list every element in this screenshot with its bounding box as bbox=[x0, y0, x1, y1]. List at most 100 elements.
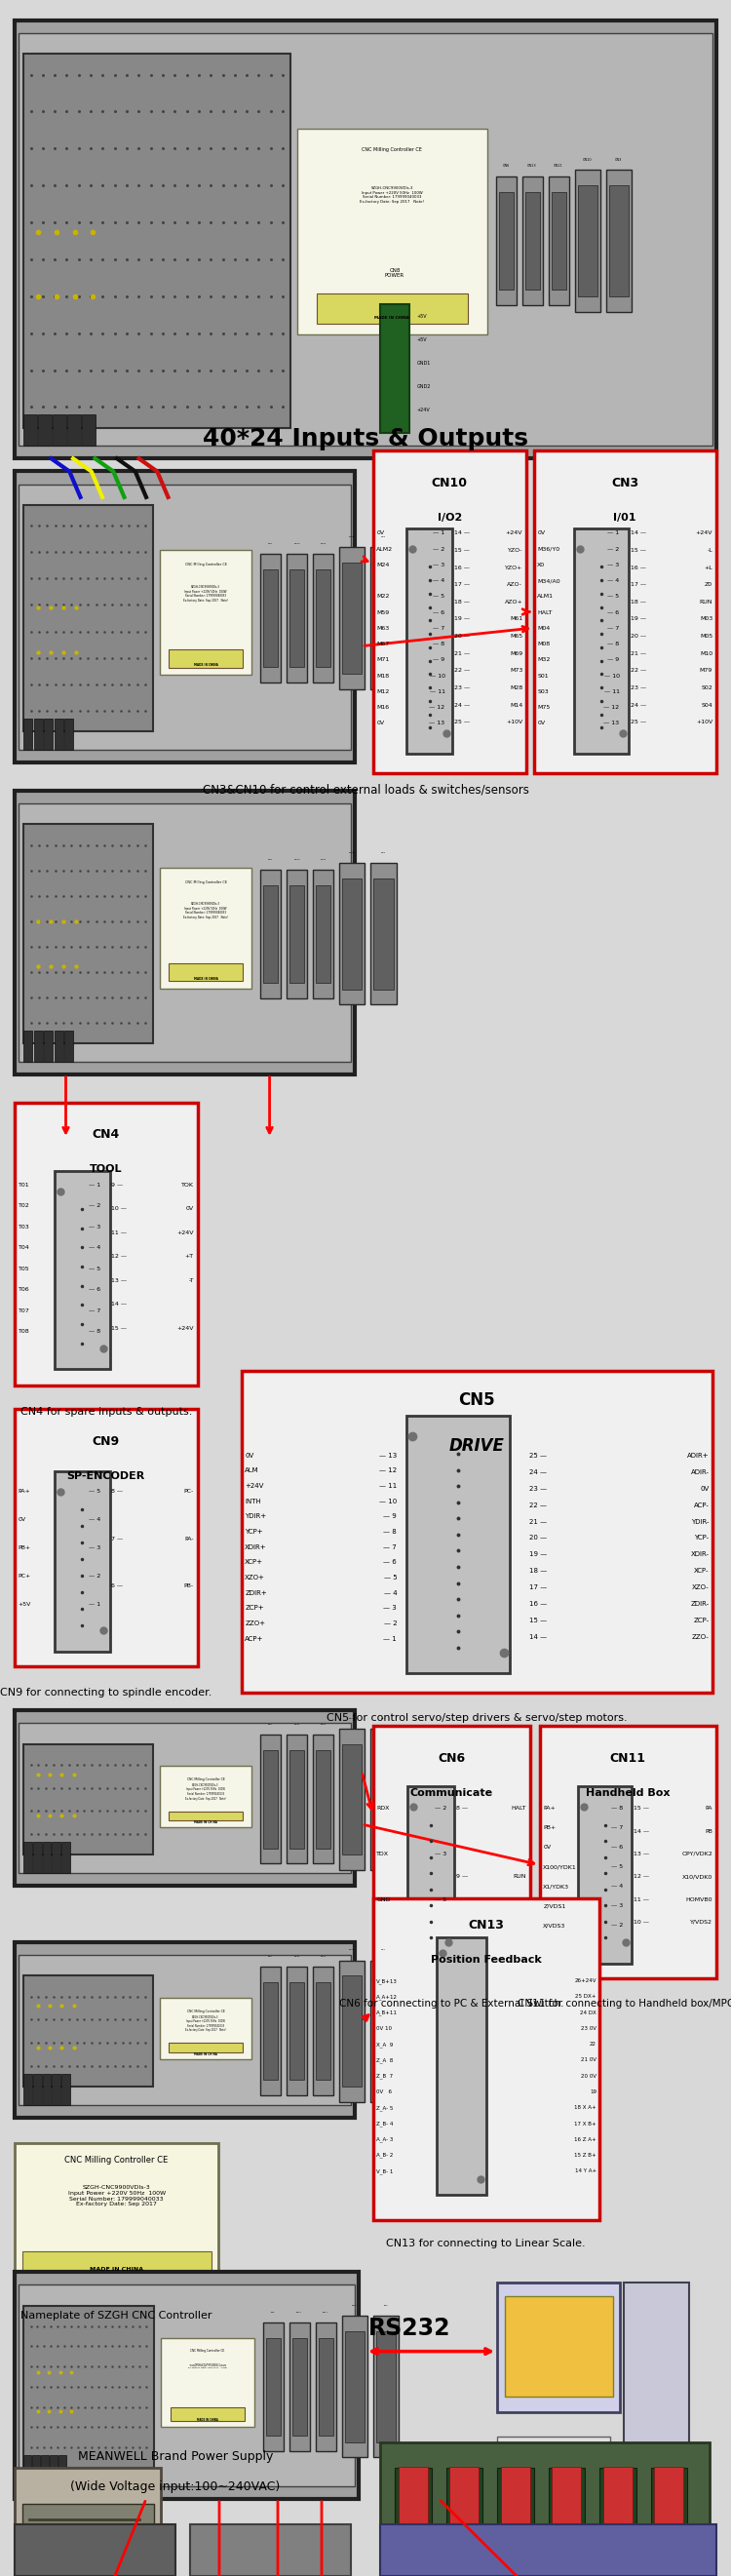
Text: 25 —: 25 — bbox=[454, 719, 470, 724]
Text: 16 Z A+: 16 Z A+ bbox=[575, 2138, 596, 2141]
Text: 10 —: 10 — bbox=[633, 1919, 649, 1924]
Text: 14 —: 14 — bbox=[454, 531, 470, 536]
Text: 21 —: 21 — bbox=[529, 1520, 547, 1525]
FancyBboxPatch shape bbox=[22, 2504, 154, 2540]
Text: M18: M18 bbox=[376, 672, 389, 677]
Text: ZZO+: ZZO+ bbox=[245, 1620, 265, 1625]
Text: 14 —: 14 — bbox=[111, 1301, 127, 1306]
FancyBboxPatch shape bbox=[262, 2329, 279, 2414]
Text: ADIR-: ADIR- bbox=[691, 1468, 709, 1476]
FancyBboxPatch shape bbox=[54, 719, 64, 750]
Text: — 9: — 9 bbox=[384, 1515, 397, 1520]
FancyBboxPatch shape bbox=[313, 871, 333, 999]
FancyBboxPatch shape bbox=[263, 1984, 278, 2081]
Text: T03: T03 bbox=[18, 1224, 30, 1229]
Text: TDX: TDX bbox=[376, 1852, 389, 1857]
Text: RUN: RUN bbox=[700, 600, 713, 605]
FancyBboxPatch shape bbox=[313, 1968, 333, 2097]
Text: PB: PB bbox=[705, 1829, 713, 1834]
Text: INTH: INTH bbox=[245, 1499, 261, 1504]
Text: CN13: CN13 bbox=[468, 1919, 504, 1932]
FancyBboxPatch shape bbox=[501, 2468, 530, 2537]
FancyBboxPatch shape bbox=[160, 551, 251, 675]
Text: XCP-: XCP- bbox=[694, 1569, 709, 1574]
Text: M04: M04 bbox=[537, 626, 550, 631]
FancyBboxPatch shape bbox=[67, 415, 80, 446]
Text: X0: X0 bbox=[537, 562, 545, 567]
Text: — 7: — 7 bbox=[433, 626, 445, 631]
Text: PA-: PA- bbox=[184, 1535, 194, 1540]
FancyBboxPatch shape bbox=[15, 2468, 161, 2571]
Text: 14 Y A+: 14 Y A+ bbox=[575, 2169, 596, 2174]
Text: 21 —: 21 — bbox=[630, 652, 646, 657]
Text: CN11: CN11 bbox=[554, 165, 563, 167]
FancyBboxPatch shape bbox=[201, 2329, 217, 2414]
Text: 19: 19 bbox=[590, 2089, 596, 2094]
Text: — 8: — 8 bbox=[611, 1806, 623, 1811]
FancyBboxPatch shape bbox=[499, 193, 513, 289]
FancyBboxPatch shape bbox=[53, 415, 66, 446]
Text: — 4: — 4 bbox=[610, 1883, 623, 1888]
FancyBboxPatch shape bbox=[82, 415, 95, 446]
Text: 0V   6: 0V 6 bbox=[376, 2089, 391, 2094]
FancyBboxPatch shape bbox=[406, 1417, 510, 1674]
Text: 11 —: 11 — bbox=[111, 1231, 127, 1236]
Text: 12 —: 12 — bbox=[633, 1875, 649, 1878]
FancyBboxPatch shape bbox=[342, 1976, 362, 2087]
Text: PA+: PA+ bbox=[543, 1806, 556, 1811]
Text: V_B- 1: V_B- 1 bbox=[376, 2169, 393, 2174]
FancyBboxPatch shape bbox=[266, 2339, 281, 2437]
FancyBboxPatch shape bbox=[33, 1842, 42, 1873]
Text: X10/VDK0: X10/VDK0 bbox=[682, 1875, 713, 1878]
FancyBboxPatch shape bbox=[15, 1103, 197, 1386]
Text: 20 —: 20 — bbox=[529, 1535, 547, 1540]
Text: CN5: CN5 bbox=[458, 1391, 496, 1409]
Text: PA+: PA+ bbox=[18, 1489, 31, 1494]
Text: — 2: — 2 bbox=[384, 1620, 397, 1625]
Text: 25 —: 25 — bbox=[529, 1453, 546, 1458]
Text: 18 —: 18 — bbox=[630, 600, 646, 605]
Text: HOMVB0: HOMVB0 bbox=[686, 1896, 713, 1901]
FancyBboxPatch shape bbox=[44, 719, 53, 750]
Text: — 13: — 13 bbox=[604, 721, 619, 726]
FancyBboxPatch shape bbox=[260, 554, 281, 683]
FancyBboxPatch shape bbox=[23, 1744, 153, 1855]
Text: 9 —: 9 — bbox=[456, 1875, 468, 1878]
Text: CN6: CN6 bbox=[438, 1752, 465, 1765]
Text: A_B+11: A_B+11 bbox=[376, 2009, 397, 2014]
Text: SZGH-CNC9900VDIs-3
Input Power +220V 50Hz  100W
Serial Number: 179999040033
Ex-f: SZGH-CNC9900VDIs-3 Input Power +220V 50H… bbox=[185, 2014, 226, 2032]
Text: 0V 10: 0V 10 bbox=[376, 2027, 391, 2030]
Text: +24V: +24V bbox=[177, 1231, 194, 1236]
FancyBboxPatch shape bbox=[15, 1710, 355, 1886]
FancyBboxPatch shape bbox=[58, 2455, 67, 2486]
FancyBboxPatch shape bbox=[551, 193, 566, 289]
Text: — 10: — 10 bbox=[429, 672, 445, 677]
FancyBboxPatch shape bbox=[342, 2316, 368, 2458]
Text: 24 —: 24 — bbox=[454, 703, 470, 708]
Text: 6 —: 6 — bbox=[111, 1584, 124, 1589]
Text: CN11 for connecting to Handheld box/MPG.: CN11 for connecting to Handheld box/MPG. bbox=[518, 1999, 731, 2009]
Text: 0V: 0V bbox=[537, 721, 545, 726]
FancyBboxPatch shape bbox=[316, 1984, 330, 2081]
Text: — 1: — 1 bbox=[88, 1602, 100, 1607]
Text: S03: S03 bbox=[537, 690, 549, 693]
FancyBboxPatch shape bbox=[339, 1960, 365, 2102]
Text: -L: -L bbox=[707, 549, 713, 554]
Text: 16 —: 16 — bbox=[529, 1602, 547, 1607]
Text: M65: M65 bbox=[510, 634, 523, 639]
Text: — 2: — 2 bbox=[88, 1203, 100, 1208]
Text: 14 —: 14 — bbox=[633, 1829, 649, 1834]
Text: — 11: — 11 bbox=[604, 690, 619, 693]
Text: — 9: — 9 bbox=[607, 657, 619, 662]
Text: 40*24 Inputs & Outputs: 40*24 Inputs & Outputs bbox=[202, 428, 529, 451]
FancyBboxPatch shape bbox=[241, 1370, 713, 1692]
Text: — 3: — 3 bbox=[607, 562, 619, 567]
FancyBboxPatch shape bbox=[345, 2331, 365, 2442]
Text: +L: +L bbox=[704, 564, 713, 569]
FancyBboxPatch shape bbox=[292, 2339, 307, 2437]
Text: — 2: — 2 bbox=[607, 546, 619, 551]
Text: — 5: — 5 bbox=[611, 1865, 623, 1870]
FancyBboxPatch shape bbox=[18, 484, 351, 750]
Text: Z0: Z0 bbox=[705, 582, 713, 587]
Text: SZGH-CNC9900VDIs-3
Input Power +220V 50Hz  100W
Serial Number: 179999040033
Ex-f: SZGH-CNC9900VDIs-3 Input Power +220V 50H… bbox=[68, 2184, 165, 2208]
